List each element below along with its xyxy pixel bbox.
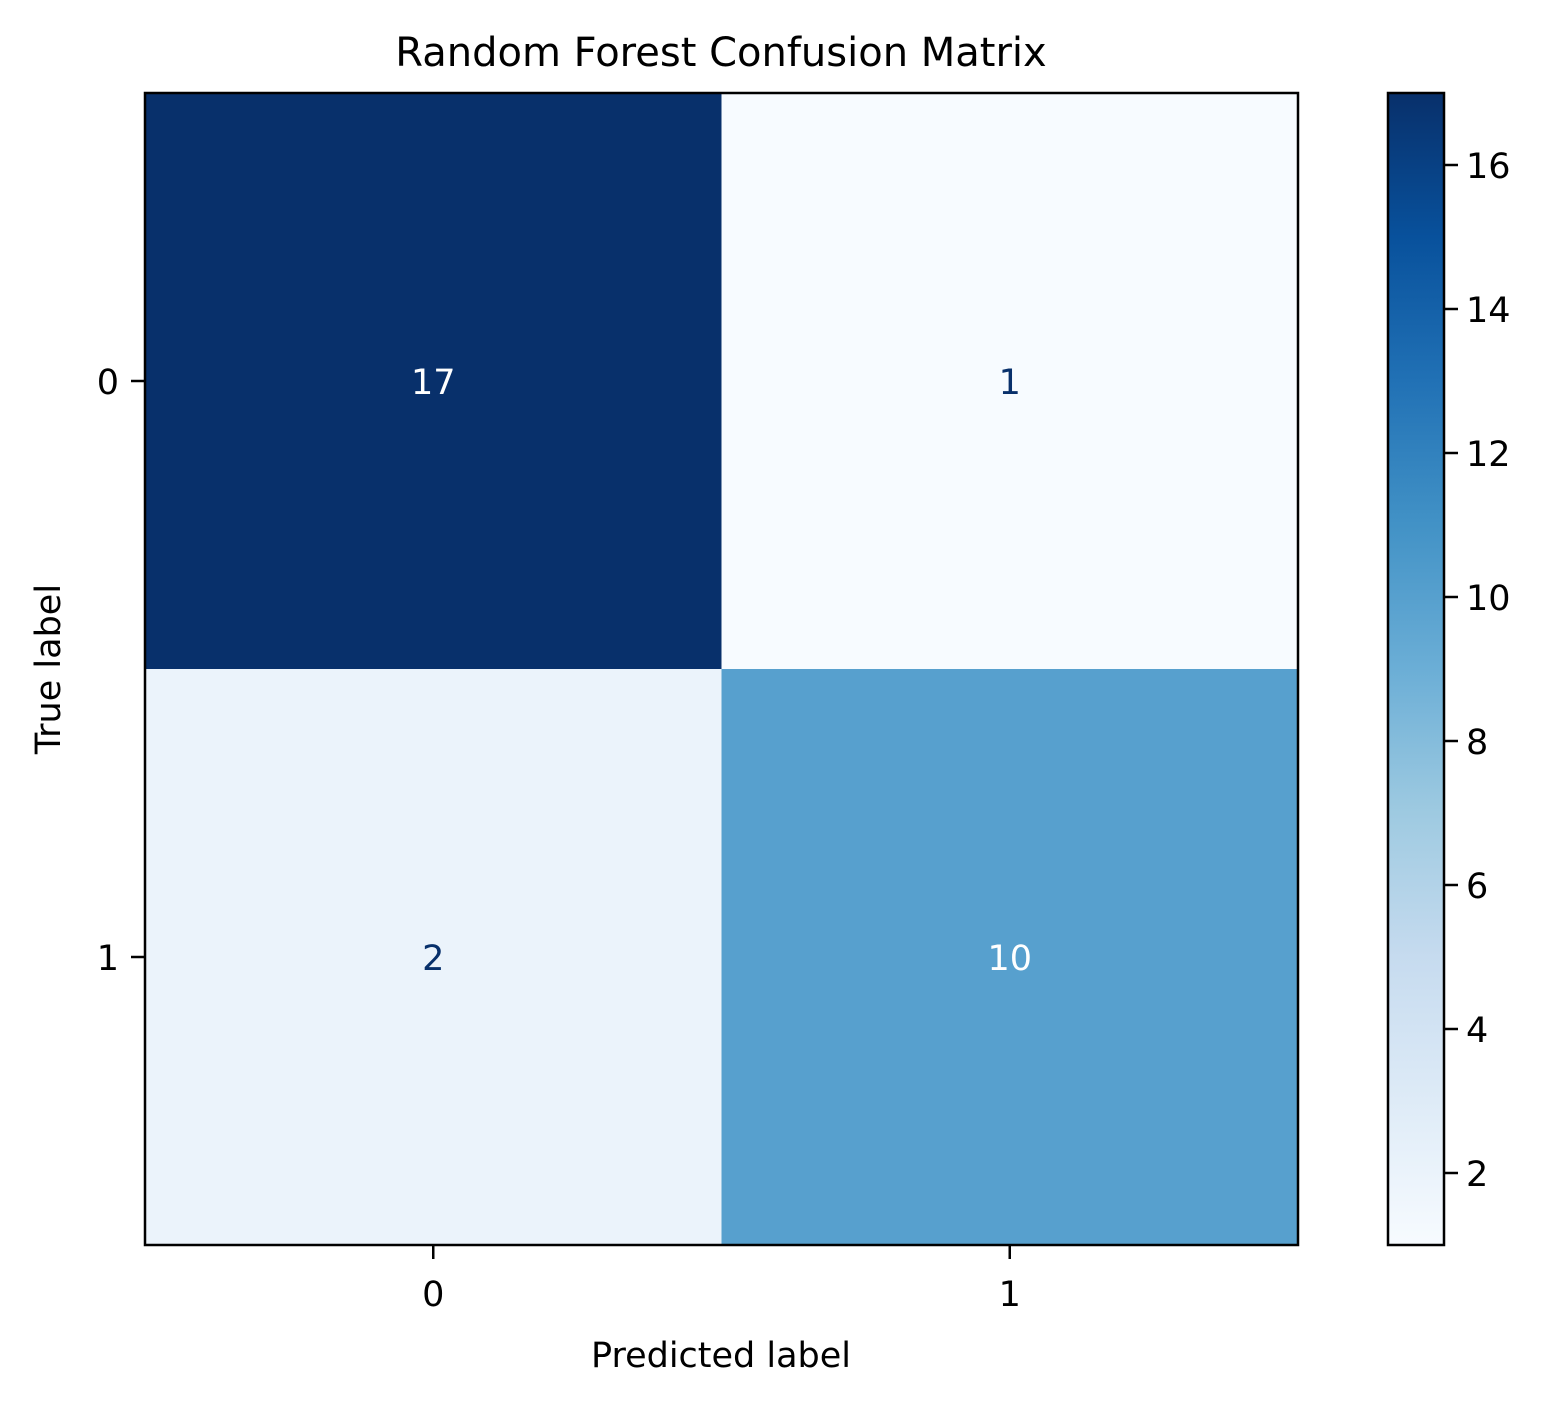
chart-title: Random Forest Confusion Matrix: [395, 30, 1046, 76]
x-tick-label: 0: [422, 1275, 444, 1315]
heatmap-cell-r0-c1: [721, 93, 1299, 670]
y-tick-label: 1: [97, 939, 119, 979]
y-axis-ticks: 01: [97, 363, 145, 979]
cell-value-label-r1-c0: 2: [422, 939, 444, 979]
heatmap-cell-r1-c1: [721, 669, 1299, 1246]
colorbar-tick-label: 12: [1466, 435, 1511, 475]
heatmap-cell-r1-c0: [145, 669, 722, 1246]
heatmap-cells: [145, 93, 1299, 1246]
y-axis-label: True label: [29, 584, 69, 755]
colorbar: [1386, 91, 1446, 1247]
colorbar-tick-label: 4: [1466, 1011, 1488, 1051]
colorbar-ticks: 2 4 6 8 10 12 14 16: [1444, 147, 1511, 1195]
colorbar-tick-label: 14: [1466, 291, 1511, 331]
y-tick-label: 0: [97, 363, 119, 403]
cell-value-label-r0-c0: 17: [411, 363, 456, 403]
cell-value-label-r0-c1: 1: [999, 363, 1021, 403]
heatmap-cell-r0-c0: [145, 93, 722, 670]
plot-frame: [143, 91, 1300, 1247]
colorbar-tick-label: 10: [1466, 579, 1511, 619]
colorbar-tick-label: 8: [1466, 723, 1488, 763]
colorbar-tick-label: 16: [1466, 147, 1511, 187]
x-tick-label: 1: [999, 1275, 1021, 1315]
x-axis-label: Predicted label: [591, 1336, 851, 1376]
colorbar-tick-label: 2: [1466, 1155, 1488, 1195]
colorbar-tick-label: 6: [1466, 867, 1488, 907]
heatmap-cell-labels: 17 1 2 10: [411, 363, 1032, 979]
cell-value-label-r1-c1: 10: [987, 939, 1032, 979]
